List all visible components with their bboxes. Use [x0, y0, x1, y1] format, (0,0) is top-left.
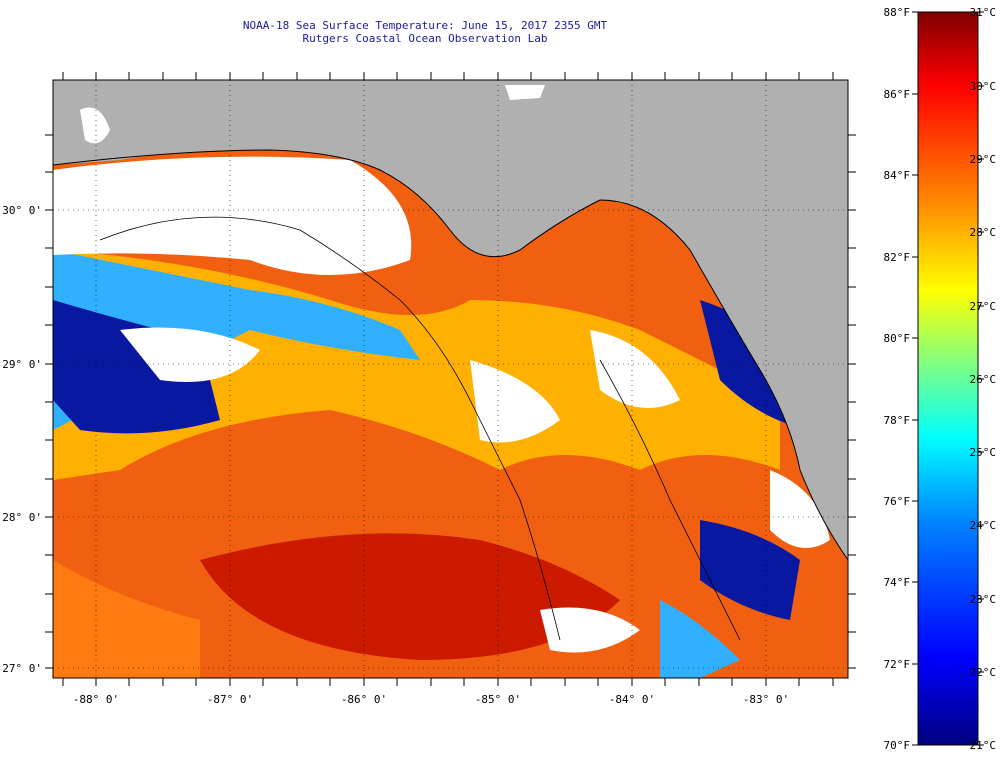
colorbar-f-label: 72°F [884, 658, 911, 671]
warm-core [200, 533, 620, 660]
longitude-labels: -88° 0' -87° 0' -86° 0' -85° 0' -84° 0' … [73, 693, 789, 706]
colorbar-f-label: 74°F [884, 576, 911, 589]
colorbar-c-label: 31°C [970, 6, 997, 19]
lon-label: -85° 0' [475, 693, 521, 706]
map-ticks [45, 72, 856, 686]
colorbar-c-label: 21°C [970, 739, 997, 752]
colorbar-c-label: 27°C [970, 300, 997, 313]
land-florida [53, 80, 848, 560]
map-title: NOAA-18 Sea Surface Temperature: June 15… [242, 19, 608, 32]
lon-label: -88° 0' [73, 693, 119, 706]
colorbar-c-label: 22°C [970, 666, 997, 679]
lon-label: -87° 0' [207, 693, 253, 706]
lat-label: 29° 0' [2, 358, 42, 371]
cloud-east [770, 470, 830, 548]
colorbar-c-label: 28°C [970, 226, 997, 239]
fahrenheit-labels: 88°F 86°F 84°F 82°F 80°F 78°F 76°F 74°F … [884, 6, 911, 752]
colorbar-f-label: 78°F [884, 414, 911, 427]
map-subtitle: Rutgers Coastal Ocean Observation Lab [302, 32, 548, 45]
cool-patch-south [660, 600, 740, 678]
warm-edge [53, 560, 200, 678]
colorbar-c-label: 30°C [970, 80, 997, 93]
cold-patch-west [53, 300, 220, 434]
colorbar-c-label: 25°C [970, 446, 997, 459]
lat-label: 30° 0' [2, 204, 42, 217]
colorbar-f-label: 70°F [884, 739, 911, 752]
inner-shelf-contour [599, 359, 741, 641]
lon-label: -83° 0' [743, 693, 789, 706]
colorbar-f-label: 86°F [884, 88, 911, 101]
latitude-labels: 30° 0' 29° 0' 28° 0' 27° 0' [2, 204, 42, 675]
colorbar-f-label: 82°F [884, 251, 911, 264]
cloud-central [470, 360, 560, 443]
colorbar-ticks [912, 11, 984, 746]
cold-patch-south [700, 520, 800, 620]
colorbar-c-label: 24°C [970, 519, 997, 532]
colorbar-c-label: 23°C [970, 593, 997, 606]
cool-band-cyan [53, 250, 420, 430]
lon-label: -84° 0' [609, 693, 655, 706]
shelf-contour [99, 216, 561, 641]
map-frame [52, 79, 849, 679]
lon-label: -86° 0' [341, 693, 387, 706]
lake-mobile-bay [80, 107, 110, 144]
lat-label: 28° 0' [2, 511, 42, 524]
colorbar [917, 11, 979, 746]
colorbar-c-label: 26°C [970, 373, 997, 386]
lat-label: 27° 0' [2, 662, 42, 675]
colorbar-f-label: 76°F [884, 495, 911, 508]
lake-inland [505, 85, 545, 100]
map-area [53, 80, 848, 678]
colorbar-c-label: 29°C [970, 153, 997, 166]
cloud-south [540, 607, 640, 653]
cloud-north [53, 156, 412, 275]
colorbar-f-label: 80°F [884, 332, 911, 345]
cloud-northeast [590, 330, 680, 408]
colorbar-f-label: 84°F [884, 169, 911, 182]
celsius-labels: 31°C 30°C 29°C 28°C 27°C 26°C 25°C 24°C … [970, 6, 997, 752]
coastline [53, 149, 848, 561]
colorbar-f-label: 88°F [884, 6, 911, 19]
cloud-west [120, 327, 260, 382]
